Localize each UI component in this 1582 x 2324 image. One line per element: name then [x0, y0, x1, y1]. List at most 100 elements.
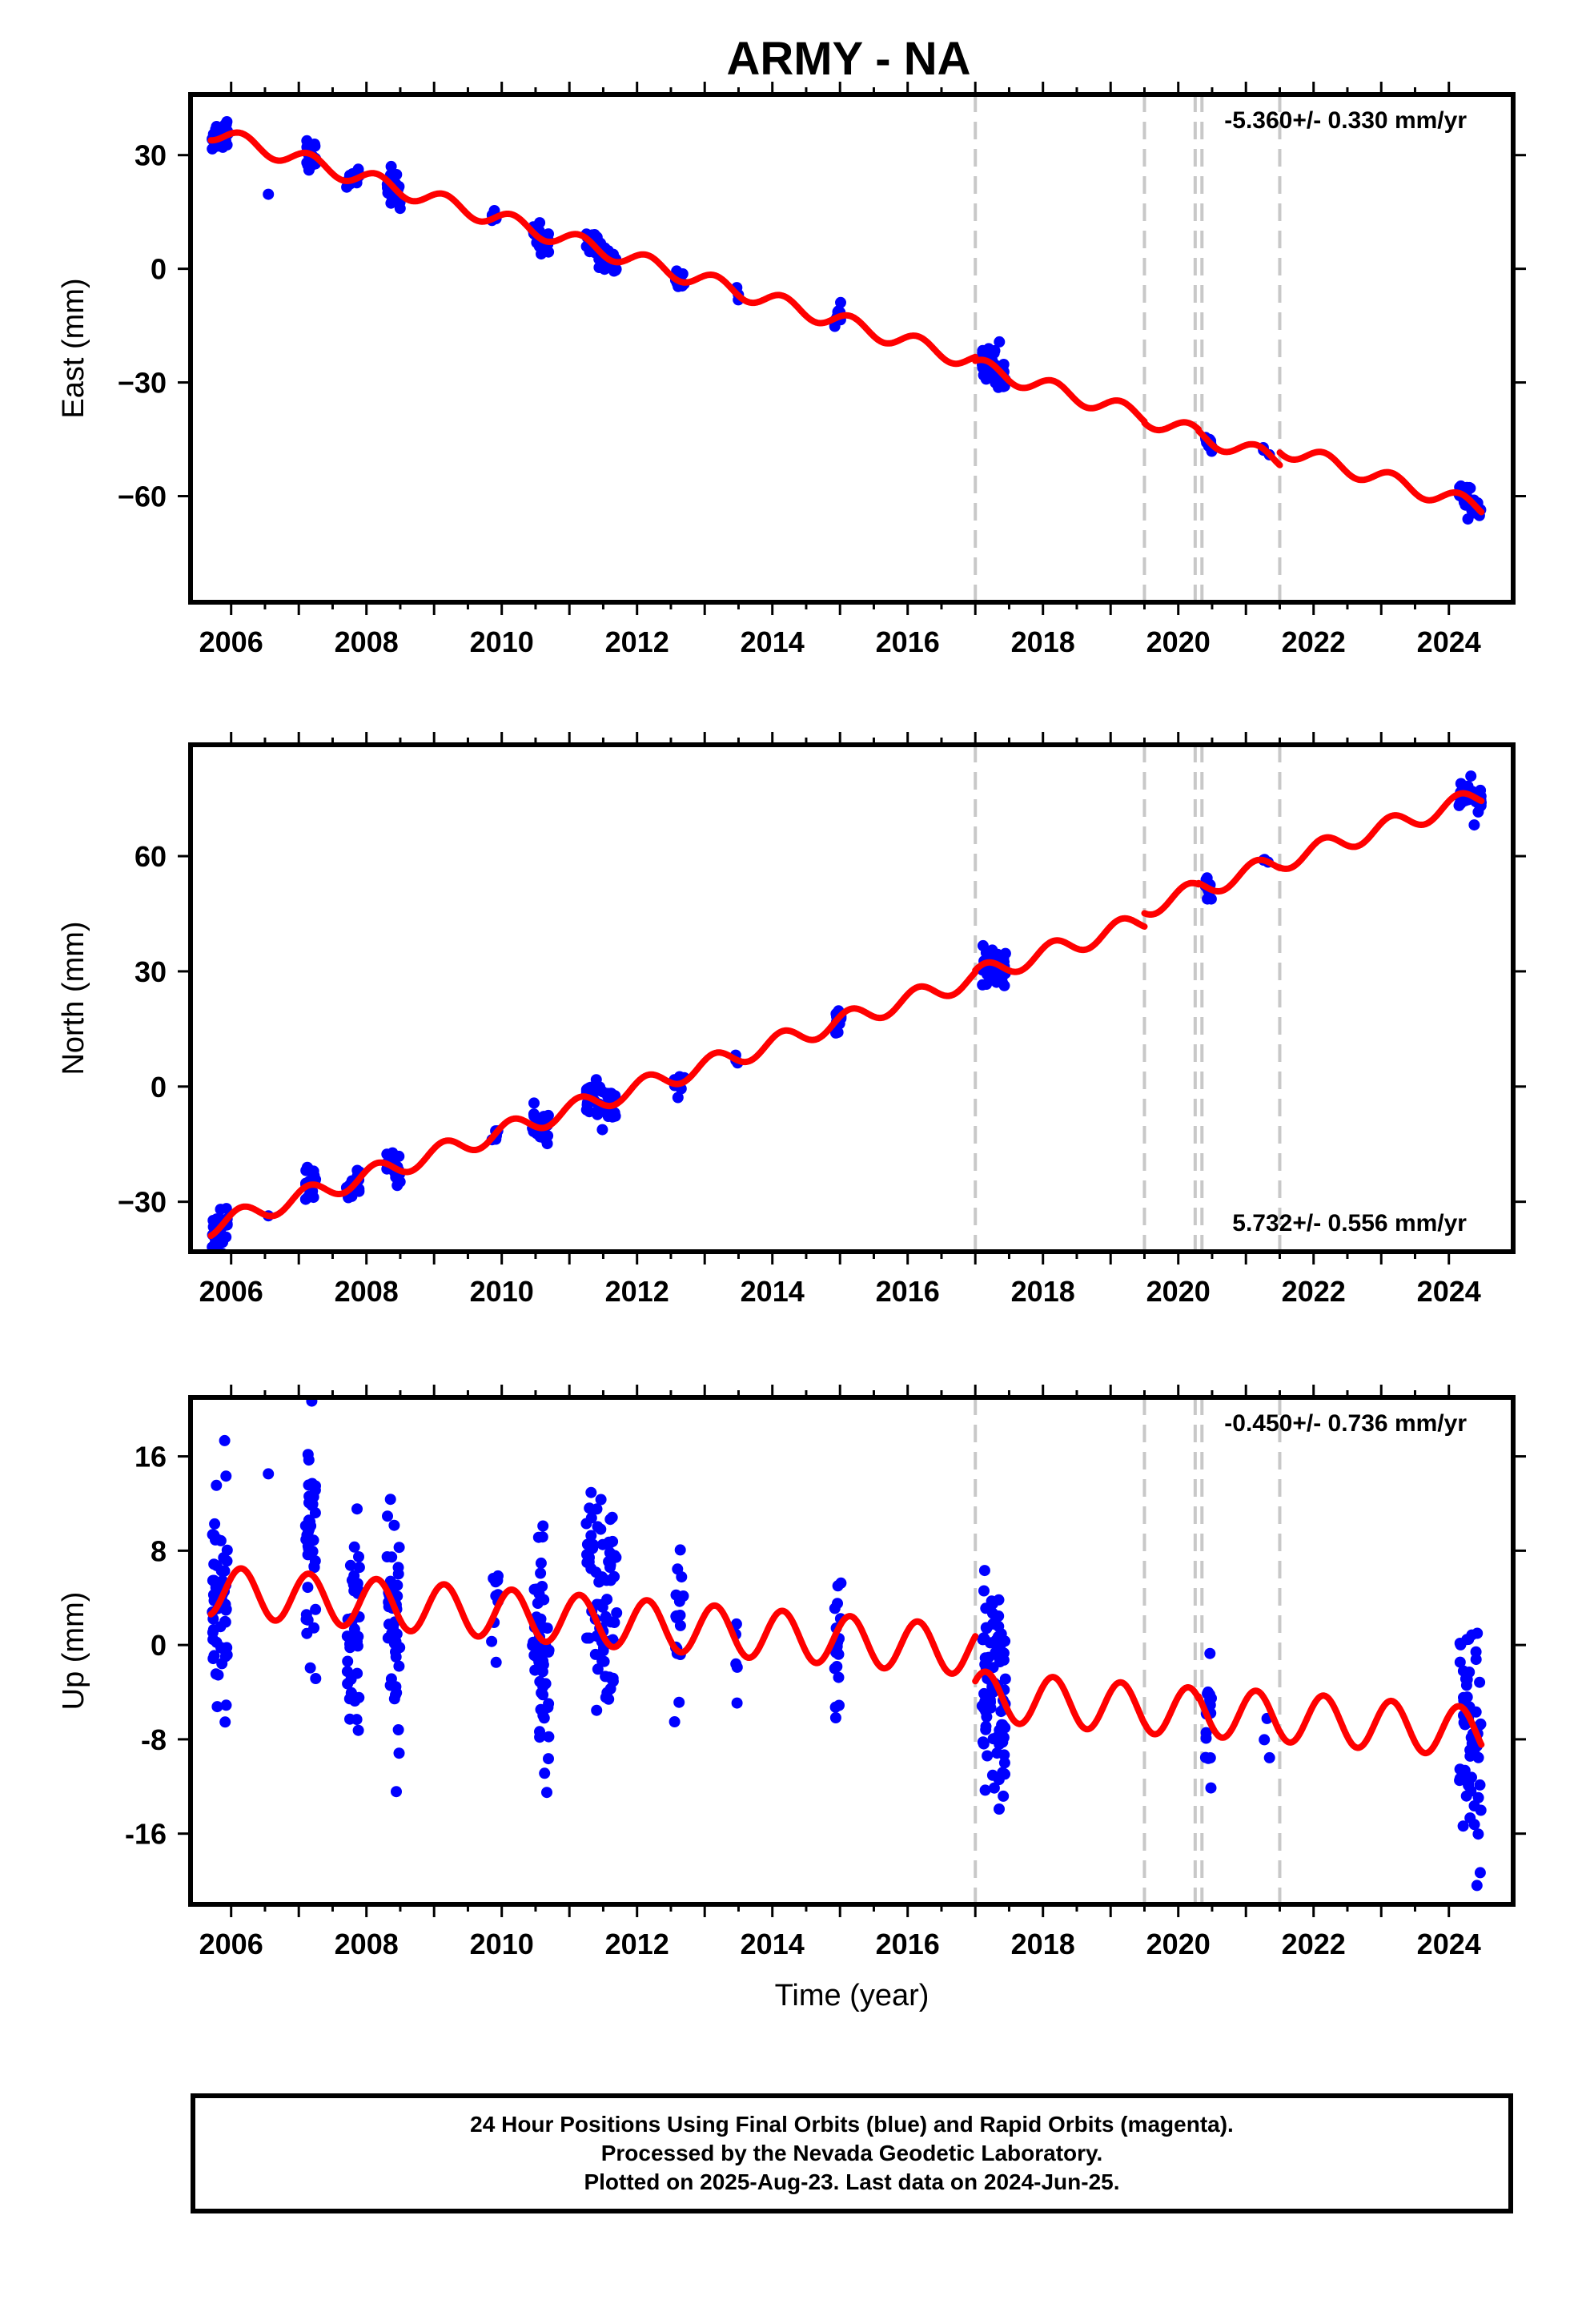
- data-point: [220, 1470, 232, 1482]
- data-point: [1454, 1763, 1466, 1775]
- data-point: [985, 1702, 997, 1714]
- data-point: [998, 1654, 1010, 1666]
- data-point: [1202, 1687, 1214, 1699]
- data-point: [1474, 1779, 1486, 1791]
- data-point: [581, 1549, 592, 1561]
- data-point: [303, 1542, 315, 1554]
- data-point: [1463, 1779, 1475, 1791]
- x-tick-label: 2016: [876, 1928, 940, 1960]
- data-point: [221, 1544, 233, 1556]
- data-point: [1472, 1791, 1484, 1803]
- data-point: [990, 1637, 1002, 1649]
- data-point: [393, 1660, 405, 1672]
- data-point: [207, 1626, 219, 1638]
- data-point: [381, 1551, 393, 1562]
- x-tick-label: 2012: [605, 625, 669, 658]
- model-segment-up-3: [1195, 1687, 1283, 1741]
- x-tick-label: 2020: [1146, 1928, 1211, 1960]
- data-point: [596, 1124, 608, 1136]
- x-tick-label: 2020: [1146, 1275, 1211, 1308]
- x-tick-label: 2006: [199, 1928, 263, 1960]
- data-point: [977, 939, 989, 951]
- data-point: [985, 963, 997, 975]
- y-axis-label-east: East (mm): [57, 278, 90, 418]
- x-tick-label: 2014: [741, 1275, 805, 1308]
- data-point: [988, 1782, 1000, 1794]
- data-point: [341, 1666, 353, 1678]
- data-point: [529, 1664, 541, 1676]
- model-segment-up-4: [1276, 1692, 1485, 1757]
- data-point: [1263, 1751, 1275, 1763]
- y-tick-label: 30: [135, 139, 167, 172]
- data-point: [532, 1598, 544, 1609]
- data-point: [537, 1520, 549, 1532]
- data-point: [998, 1790, 1010, 1802]
- data-point: [583, 1632, 595, 1644]
- data-point: [535, 1567, 547, 1579]
- footer-line-1: 24 Hour Positions Using Final Orbits (bl…: [470, 2112, 1234, 2137]
- data-point: [604, 1514, 616, 1526]
- data-point: [307, 1498, 319, 1510]
- data-point: [1471, 1880, 1483, 1892]
- data-point: [603, 1693, 615, 1705]
- model-segment-east-2: [1141, 419, 1203, 434]
- data-point: [393, 1747, 405, 1759]
- data-point: [393, 1542, 405, 1554]
- data-point: [978, 1585, 990, 1597]
- data-point: [991, 1747, 1003, 1759]
- x-tick-label: 2010: [470, 1928, 534, 1960]
- model-segment-east-3: [1195, 428, 1283, 468]
- panel-east: 2006 2008 2010 2012 2014 2016 2018 2020 2022 2024…: [57, 82, 1526, 658]
- data-point: [1458, 1691, 1469, 1703]
- data-point: [608, 1107, 620, 1119]
- data-point: [208, 1650, 220, 1662]
- data-point: [829, 320, 841, 332]
- data-point: [209, 1238, 221, 1250]
- data-point: [982, 1750, 994, 1762]
- data-point: [607, 1675, 619, 1687]
- y-tick-label: −30: [118, 367, 167, 400]
- y-tick-label: −30: [118, 1186, 167, 1219]
- data-point: [537, 1111, 549, 1123]
- x-tick-label: 2016: [876, 1275, 940, 1308]
- data-point: [534, 1647, 546, 1659]
- model-segment-east-0: [207, 129, 979, 368]
- data-point: [353, 1551, 364, 1562]
- data-point: [210, 1668, 222, 1680]
- data-point: [994, 336, 1006, 348]
- data-point: [593, 262, 605, 273]
- data-point: [596, 1538, 608, 1550]
- data-point: [982, 1651, 994, 1663]
- data-point: [344, 1713, 355, 1725]
- x-tick-label: 2010: [470, 1275, 534, 1308]
- data-point: [596, 1601, 608, 1613]
- data-point: [543, 1753, 554, 1765]
- data-point: [980, 1622, 992, 1634]
- data-point: [390, 1646, 401, 1658]
- panel-north: 2006 2008 2010 2012 2014 2016 2018 2020 2022 2024…: [57, 732, 1526, 1308]
- data-point: [672, 1092, 684, 1104]
- data-point: [299, 1193, 311, 1205]
- model-segment-up-1: [972, 1668, 1148, 1733]
- data-point: [590, 1566, 602, 1578]
- data-point: [1462, 513, 1474, 525]
- data-point: [263, 188, 275, 200]
- data-point: [490, 1656, 502, 1668]
- plot-area-north: [207, 745, 1487, 1252]
- data-point: [488, 1573, 500, 1584]
- data-point: [591, 1704, 603, 1716]
- plot-frame-north: [188, 742, 1516, 1254]
- data-points-east: [207, 116, 1487, 525]
- data-point: [385, 1673, 397, 1685]
- data-point: [300, 1614, 312, 1626]
- data-point: [1461, 1674, 1473, 1686]
- x-tick-label: 2022: [1282, 625, 1346, 658]
- data-point: [1472, 1828, 1484, 1840]
- data-point: [536, 1687, 548, 1699]
- x-axis-label: Time (year): [775, 1979, 930, 2012]
- data-point: [980, 1720, 992, 1732]
- data-point: [994, 1803, 1005, 1815]
- model-segment-east-1: [972, 356, 1148, 425]
- data-point: [391, 169, 403, 180]
